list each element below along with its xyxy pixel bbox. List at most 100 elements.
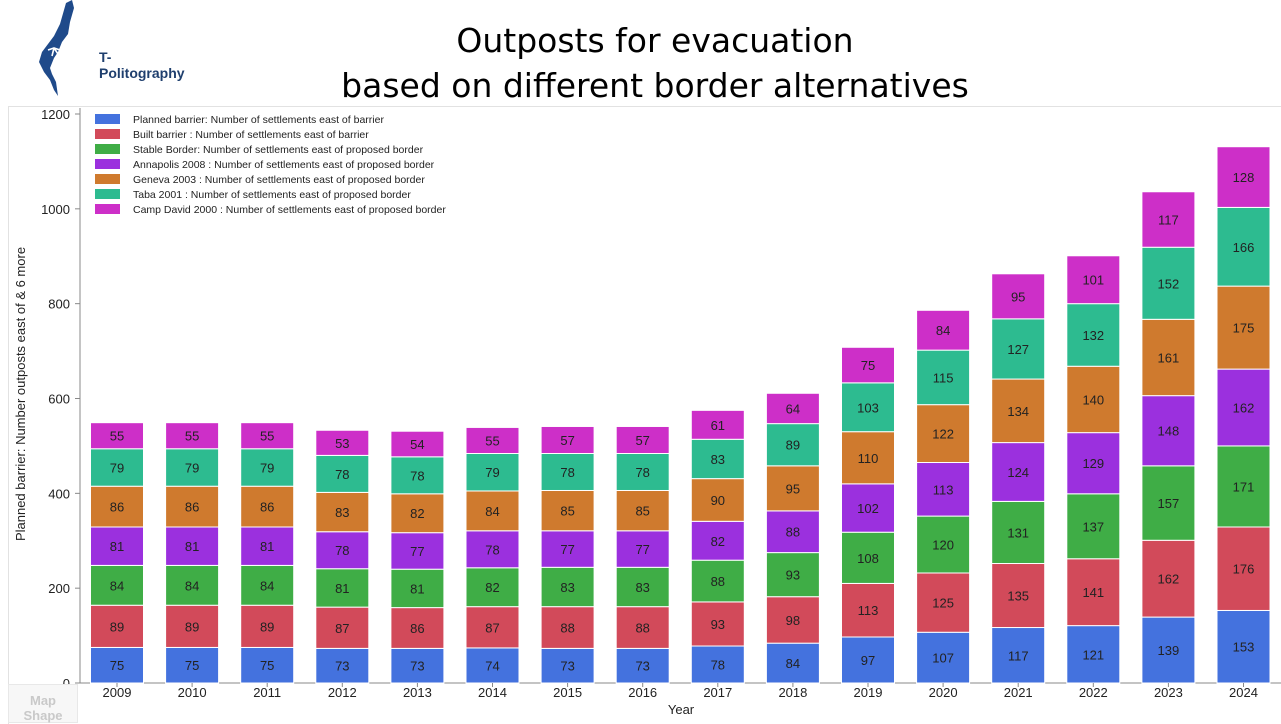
legend-swatch [95, 114, 120, 124]
data-label: 86 [110, 500, 124, 515]
bar-segment [916, 349, 971, 406]
bar-segment [841, 531, 895, 584]
data-label: 82 [711, 534, 725, 549]
data-label: 124 [1007, 465, 1029, 480]
map-shape-tab[interactable]: Map Shape [8, 684, 78, 723]
data-label: 97 [861, 653, 875, 668]
data-label: 81 [110, 539, 124, 554]
bar-segment [540, 453, 595, 491]
data-label: 88 [560, 621, 574, 636]
chart-title-line2: based on different border alternatives [341, 66, 969, 105]
data-label: 85 [635, 504, 649, 519]
y-tick-label: 200 [48, 581, 70, 596]
x-axis-title: Year [668, 702, 695, 717]
bar-segment [765, 552, 820, 598]
data-label: 89 [260, 619, 274, 634]
bar-segment [315, 568, 370, 608]
data-label: 79 [260, 460, 274, 475]
data-label: 79 [110, 460, 124, 475]
bar-segment [540, 530, 595, 568]
bar-segment [540, 647, 595, 684]
data-label: 82 [485, 580, 499, 595]
bar-segment [1141, 191, 1196, 248]
bar-segment [991, 378, 1046, 444]
bar-segment [1066, 493, 1121, 560]
data-label: 162 [1233, 401, 1255, 416]
bar-segment [240, 604, 295, 648]
bar-segment [1066, 625, 1121, 684]
bar-segment [1216, 526, 1271, 611]
x-tick-label: 2022 [1079, 685, 1108, 700]
bar-segment [1216, 445, 1271, 528]
legend-swatch [95, 174, 120, 184]
data-label: 161 [1158, 350, 1180, 365]
data-label: 54 [410, 437, 424, 452]
data-label: 157 [1158, 496, 1180, 511]
bar-segment [991, 318, 1046, 380]
data-label: 87 [485, 620, 499, 635]
legend-swatch [95, 144, 120, 154]
data-label: 84 [485, 504, 499, 519]
bar-segment [465, 530, 520, 569]
bar-segment [991, 627, 1046, 684]
data-label: 57 [635, 433, 649, 448]
bar-segment [1141, 246, 1196, 320]
bar-segment [991, 563, 1046, 629]
data-label: 79 [185, 460, 199, 475]
bar-segment [165, 485, 220, 528]
data-label: 115 [933, 370, 954, 385]
data-label: 102 [857, 501, 879, 516]
data-label: 171 [1233, 479, 1255, 494]
data-label: 74 [485, 658, 499, 673]
bar-segment [165, 646, 220, 684]
bar-segment [465, 453, 520, 492]
bar-segment [1066, 558, 1121, 627]
bar-segment [465, 606, 520, 649]
bar-segment [690, 520, 745, 561]
x-tick-label: 2017 [703, 685, 732, 700]
data-label: 141 [1082, 585, 1104, 600]
data-label: 78 [560, 465, 574, 480]
data-label: 61 [711, 418, 725, 433]
bar-segment [540, 566, 595, 608]
data-label: 78 [485, 542, 499, 557]
data-label: 75 [861, 358, 875, 373]
bar-segment [615, 566, 670, 608]
data-label: 73 [335, 659, 349, 674]
data-label: 88 [711, 574, 725, 589]
data-label: 134 [1007, 404, 1029, 419]
x-tick-label: 2012 [328, 685, 357, 700]
data-label: 78 [711, 658, 725, 673]
bar-segment [1066, 432, 1121, 495]
data-label: 98 [786, 613, 800, 628]
data-label: 113 [858, 603, 879, 618]
x-tick-label: 2024 [1229, 685, 1258, 700]
data-label: 83 [711, 452, 725, 467]
bar-segment [315, 531, 370, 570]
bar-segment [916, 309, 971, 351]
legend-swatch [95, 159, 120, 169]
y-axis-title: Planned barrier: Number outposts east of… [13, 247, 28, 541]
data-label: 86 [185, 500, 199, 515]
x-tick-label: 2015 [553, 685, 582, 700]
data-label: 129 [1082, 456, 1104, 471]
bar-segment [390, 456, 445, 495]
bar-segment [1141, 318, 1196, 397]
data-label: 101 [1082, 273, 1104, 288]
bar-segment [90, 485, 144, 528]
data-label: 162 [1158, 572, 1180, 587]
data-label: 75 [110, 658, 124, 673]
data-label: 153 [1233, 640, 1255, 655]
bar-segment [916, 572, 971, 633]
bar-segment [991, 500, 1046, 565]
logo: T-Politography [30, 0, 185, 100]
bar-segment [765, 465, 820, 512]
y-tick-label: 1000 [41, 202, 70, 217]
bar-segment [615, 425, 670, 455]
data-label: 108 [857, 551, 879, 566]
legend-label: Annapolis 2008 : Number of settlements e… [133, 159, 435, 171]
data-label: 95 [786, 481, 800, 496]
data-label: 103 [857, 400, 879, 415]
bar-segment [240, 526, 295, 566]
bar-segment [390, 430, 445, 458]
